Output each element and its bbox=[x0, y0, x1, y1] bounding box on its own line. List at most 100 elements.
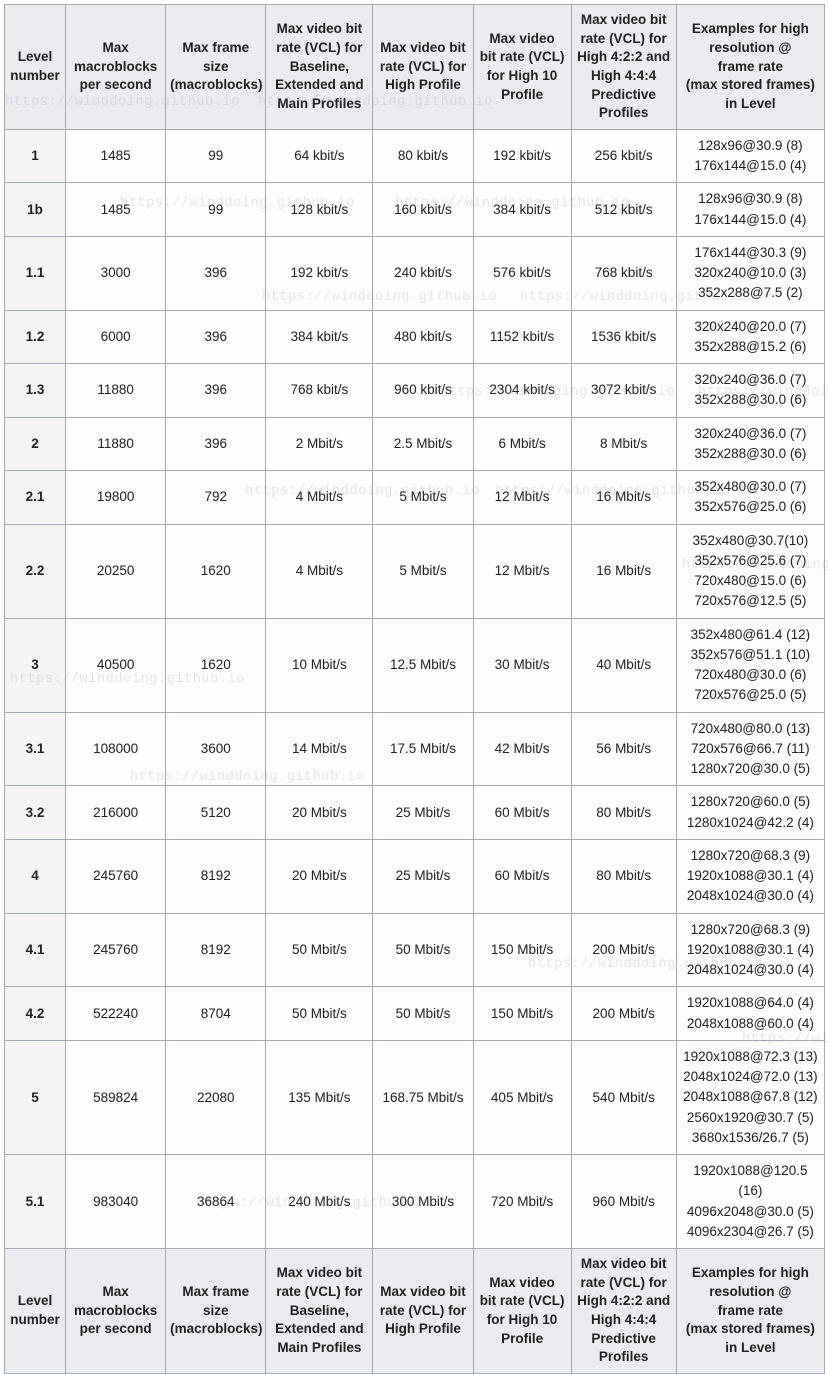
cell-rate-baseline-extended-main: 4 Mbit/s bbox=[265, 470, 374, 525]
column-header-rate-high-profile: Max video bit rate (VCL) for High Profil… bbox=[372, 4, 474, 130]
cell-max-frame-size: 99 bbox=[165, 128, 267, 184]
cell-rate-baseline-extended-main: 20 Mbit/s bbox=[265, 785, 374, 840]
cell-rate-baseline-extended-main: 128 kbit/s bbox=[265, 182, 374, 237]
cell-rate-high10-profile: 60 Mbit/s bbox=[472, 785, 572, 840]
cell-max-macroblocks-per-second: 6000 bbox=[65, 309, 167, 364]
cell-max-macroblocks-per-second: 1485 bbox=[65, 182, 167, 237]
table-row: 1.3 11880 396 768 kbit/s 960 kbit/s 2304 kbit… bbox=[3, 363, 826, 418]
column-header-level-number: Level number bbox=[3, 4, 67, 130]
cell-examples-high-resolution: 320x240@20.0 (7) 352x288@15.2 (6) bbox=[675, 309, 826, 364]
table-row: 3 40500 1620 10 Mbit/s 12.5 Mbit/s 30 Mbit/s 4… bbox=[3, 617, 826, 713]
cell-max-frame-size: 396 bbox=[165, 363, 267, 418]
cell-examples-high-resolution: 1920x1088@72.3 (13) 2048x1024@72.0 (13) … bbox=[675, 1039, 826, 1156]
cell-rate-high10-profile: 150 Mbit/s bbox=[472, 912, 572, 988]
cell-examples-high-resolution: 352x480@30.0 (7) 352x576@25.0 (6) bbox=[675, 470, 826, 525]
cell-rate-high422-high444: 56 Mbit/s bbox=[570, 711, 677, 787]
cell-rate-high-profile: 80 kbit/s bbox=[372, 128, 474, 184]
cell-rate-high422-high444: 960 Mbit/s bbox=[570, 1154, 677, 1249]
cell-rate-high10-profile: 576 kbit/s bbox=[472, 235, 572, 311]
table-row: 1 1485 99 64 kbit/s 80 kbit/s 192 kbit/s 256 k… bbox=[3, 128, 826, 184]
footer-column-header-level-number: Level number bbox=[3, 1248, 67, 1374]
table-row: 2 11880 396 2 Mbit/s 2.5 Mbit/s 6 Mbit/s 8 Mbi… bbox=[3, 416, 826, 471]
cell-rate-high10-profile: 720 Mbit/s bbox=[472, 1154, 572, 1249]
cell-rate-high-profile: 25 Mbit/s bbox=[372, 838, 474, 914]
cell-max-macroblocks-per-second: 245760 bbox=[65, 912, 167, 988]
cell-max-frame-size: 1620 bbox=[165, 523, 267, 619]
cell-rate-high422-high444: 40 Mbit/s bbox=[570, 617, 677, 713]
cell-rate-high422-high444: 8 Mbit/s bbox=[570, 416, 677, 471]
footer-column-header-rate-high10-profile: Max video bit rate (VCL) for High 10 Pro… bbox=[472, 1248, 572, 1374]
cell-rate-high10-profile: 405 Mbit/s bbox=[472, 1039, 572, 1156]
cell-examples-high-resolution: 320x240@36.0 (7) 352x288@30.0 (6) bbox=[675, 363, 826, 418]
cell-max-frame-size: 792 bbox=[165, 470, 267, 525]
cell-level-number: 4.2 bbox=[3, 986, 67, 1041]
table-row: 4.1 245760 8192 50 Mbit/s 50 Mbit/s 150 Mbit/… bbox=[3, 912, 826, 988]
cell-rate-high-profile: 25 Mbit/s bbox=[372, 785, 474, 840]
cell-rate-high422-high444: 80 Mbit/s bbox=[570, 838, 677, 914]
cell-rate-baseline-extended-main: 2 Mbit/s bbox=[265, 416, 374, 471]
table-row: 4 245760 8192 20 Mbit/s 25 Mbit/s 60 Mbit/s 80… bbox=[3, 838, 826, 914]
cell-max-frame-size: 396 bbox=[165, 235, 267, 311]
cell-rate-baseline-extended-main: 192 kbit/s bbox=[265, 235, 374, 311]
cell-rate-high-profile: 5 Mbit/s bbox=[372, 523, 474, 619]
cell-examples-high-resolution: 352x480@30.7(10) 352x576@25.6 (7) 720x48… bbox=[675, 523, 826, 619]
footer-column-header-rate-high-profile: Max video bit rate (VCL) for High Profil… bbox=[372, 1248, 474, 1374]
cell-max-macroblocks-per-second: 983040 bbox=[65, 1154, 167, 1249]
table-row: 1.1 3000 396 192 kbit/s 240 kbit/s 576 kbit/s… bbox=[3, 235, 826, 311]
cell-level-number: 5 bbox=[3, 1039, 67, 1156]
cell-level-number: 5.1 bbox=[3, 1154, 67, 1249]
cell-level-number: 2.2 bbox=[3, 523, 67, 619]
cell-rate-baseline-extended-main: 14 Mbit/s bbox=[265, 711, 374, 787]
cell-max-frame-size: 396 bbox=[165, 309, 267, 364]
cell-examples-high-resolution: 1280x720@68.3 (9) 1920x1088@30.1 (4) 204… bbox=[675, 838, 826, 914]
cell-max-frame-size: 396 bbox=[165, 416, 267, 471]
cell-rate-high-profile: 17.5 Mbit/s bbox=[372, 711, 474, 787]
cell-level-number: 3 bbox=[3, 617, 67, 713]
cell-examples-high-resolution: 1280x720@68.3 (9) 1920x1088@30.1 (4) 204… bbox=[675, 912, 826, 988]
cell-rate-high-profile: 12.5 Mbit/s bbox=[372, 617, 474, 713]
cell-rate-baseline-extended-main: 50 Mbit/s bbox=[265, 986, 374, 1041]
cell-rate-high422-high444: 768 kbit/s bbox=[570, 235, 677, 311]
cell-rate-high-profile: 960 kbit/s bbox=[372, 363, 474, 418]
cell-rate-high422-high444: 200 Mbit/s bbox=[570, 986, 677, 1041]
cell-rate-high-profile: 300 Mbit/s bbox=[372, 1154, 474, 1249]
cell-rate-high10-profile: 150 Mbit/s bbox=[472, 986, 572, 1041]
cell-level-number: 4.1 bbox=[3, 912, 67, 988]
cell-max-macroblocks-per-second: 20250 bbox=[65, 523, 167, 619]
cell-level-number: 1.2 bbox=[3, 309, 67, 364]
cell-rate-baseline-extended-main: 64 kbit/s bbox=[265, 128, 374, 184]
table-row: 4.2 522240 8704 50 Mbit/s 50 Mbit/s 150 Mbit/… bbox=[3, 986, 826, 1041]
cell-level-number: 2.1 bbox=[3, 470, 67, 525]
cell-max-frame-size: 8192 bbox=[165, 838, 267, 914]
column-header-max-macroblocks-per-second: Max macroblocks per second bbox=[65, 4, 167, 130]
cell-rate-high-profile: 5 Mbit/s bbox=[372, 470, 474, 525]
cell-rate-baseline-extended-main: 20 Mbit/s bbox=[265, 838, 374, 914]
cell-examples-high-resolution: 352x480@61.4 (12) 352x576@51.1 (10) 720x… bbox=[675, 617, 826, 713]
header-row-top: Level number Max macroblocks per second … bbox=[3, 4, 826, 130]
h264-levels-table: Level number Max macroblocks per second … bbox=[3, 4, 826, 1374]
cell-rate-baseline-extended-main: 384 kbit/s bbox=[265, 309, 374, 364]
cell-rate-baseline-extended-main: 4 Mbit/s bbox=[265, 523, 374, 619]
cell-rate-high-profile: 240 kbit/s bbox=[372, 235, 474, 311]
table-row: 1.2 6000 396 384 kbit/s 480 kbit/s 1152 kbit/… bbox=[3, 309, 826, 364]
table-body: 1 1485 99 64 kbit/s 80 kbit/s 192 kbit/s 256 k… bbox=[3, 128, 826, 1249]
cell-examples-high-resolution: 1280x720@60.0 (5) 1280x1024@42.2 (4) bbox=[675, 785, 826, 840]
cell-max-frame-size: 1620 bbox=[165, 617, 267, 713]
cell-rate-high422-high444: 16 Mbit/s bbox=[570, 523, 677, 619]
cell-rate-high10-profile: 384 kbit/s bbox=[472, 182, 572, 237]
cell-max-frame-size: 8192 bbox=[165, 912, 267, 988]
table-row: 5 589824 22080 135 Mbit/s 168.75 Mbit/s 405 M… bbox=[3, 1039, 826, 1156]
cell-level-number: 3.1 bbox=[3, 711, 67, 787]
table-row: 1b 1485 99 128 kbit/s 160 kbit/s 384 kbit/s 51… bbox=[3, 182, 826, 237]
cell-max-macroblocks-per-second: 11880 bbox=[65, 416, 167, 471]
footer-column-header-examples-high-resolution: Examples for high resolution @ frame rat… bbox=[675, 1248, 826, 1374]
cell-rate-high422-high444: 512 kbit/s bbox=[570, 182, 677, 237]
cell-max-macroblocks-per-second: 40500 bbox=[65, 617, 167, 713]
footer-column-header-rate-baseline-extended-main: Max video bit rate (VCL) for Baseline, E… bbox=[265, 1248, 374, 1374]
cell-max-frame-size: 22080 bbox=[165, 1039, 267, 1156]
cell-rate-baseline-extended-main: 50 Mbit/s bbox=[265, 912, 374, 988]
footer-column-header-rate-high422-high444: Max video bit rate (VCL) for High 4:2:2 … bbox=[570, 1248, 677, 1374]
cell-rate-high422-high444: 1536 kbit/s bbox=[570, 309, 677, 364]
cell-level-number: 1.1 bbox=[3, 235, 67, 311]
cell-max-macroblocks-per-second: 589824 bbox=[65, 1039, 167, 1156]
